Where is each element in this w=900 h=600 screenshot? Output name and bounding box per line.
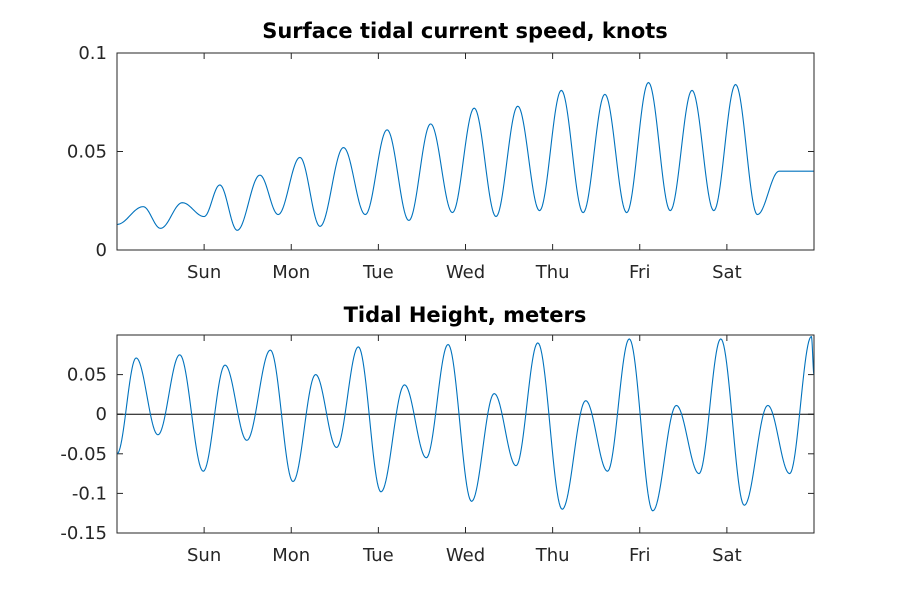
tidal-height-xtick-label: Tue <box>362 545 394 566</box>
tidal-height-xtick-label: Wed <box>446 545 485 566</box>
current-speed-xtick-label: Sat <box>712 262 742 283</box>
current-speed-xtick-label: Sun <box>187 262 221 283</box>
tidal-height-chart: Tidal Height, meters -0.15 -0.1 -0.05 0 0.05… <box>60 303 815 566</box>
current-speed-xtick-label: Fri <box>629 262 650 283</box>
current-speed-ytick-label: 0.05 <box>67 142 107 163</box>
current-speed-title: Surface tidal current speed, knots <box>262 19 668 43</box>
current-speed-line <box>116 81 814 231</box>
tidal-height-line <box>116 335 815 512</box>
current-speed-ytick-label: 0.1 <box>78 43 107 64</box>
tidal-height-ytick-label: 0.05 <box>67 365 107 386</box>
current-speed-chart: Surface tidal current speed, knots 0 0.05… <box>67 19 815 283</box>
tidal-height-xtick-label: Fri <box>629 545 650 566</box>
current-speed-xtick-label: Wed <box>446 262 485 283</box>
tidal-height-xtick-label: Mon <box>272 545 310 566</box>
current-speed-xtick-label: Mon <box>272 262 310 283</box>
current-speed-plot-frame <box>116 52 815 251</box>
tidal-height-axes: -0.15 -0.1 -0.05 0 0.05 Sun Mon Tue Wed Thu Fri Sat <box>60 335 814 566</box>
tidal-height-title: Tidal Height, meters <box>344 303 587 327</box>
current-speed-ytick-label: 0 <box>96 240 107 261</box>
tidal-height-ytick-label: -0.1 <box>72 483 107 504</box>
tidal-height-xtick-label: Sat <box>712 545 742 566</box>
current-speed-xtick-label: Thu <box>535 262 570 283</box>
tidal-height-xtick-label: Thu <box>535 545 570 566</box>
tidal-height-plot-frame <box>116 334 815 534</box>
current-speed-axes: 0 0.05 0.1 Sun Mon Tue Wed Thu Fri Sat <box>67 43 814 283</box>
tidal-height-ytick-label: -0.05 <box>60 444 107 465</box>
current-speed-xtick-label: Tue <box>362 262 394 283</box>
tidal-height-xtick-label: Sun <box>187 545 221 566</box>
tidal-height-ytick-label: -0.15 <box>60 523 107 544</box>
tidal-height-ytick-label: 0 <box>96 404 107 425</box>
